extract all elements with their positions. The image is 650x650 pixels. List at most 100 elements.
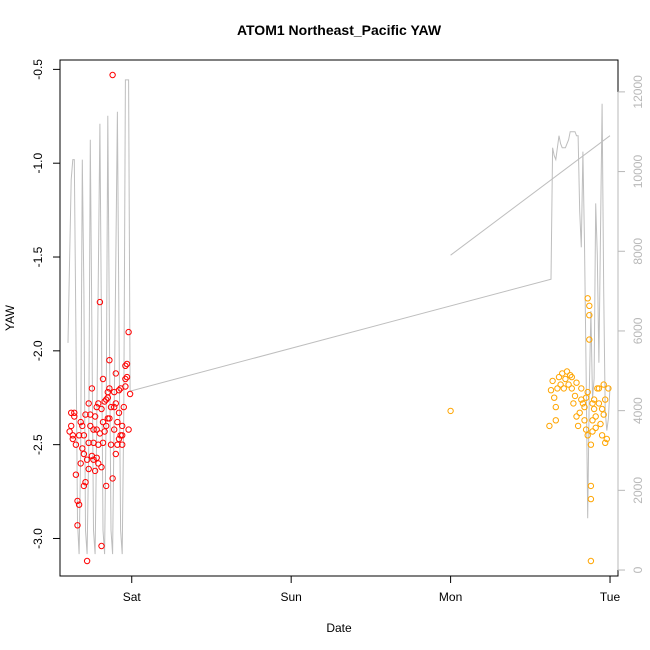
data-point-orange <box>590 396 598 403</box>
data-point-red <box>77 460 84 467</box>
data-point-orange <box>570 400 577 407</box>
data-point-red <box>115 409 123 416</box>
data-point-red <box>87 422 94 430</box>
y-tick-label: -0.5 <box>31 59 45 80</box>
data-point-red <box>109 475 116 482</box>
data-point-orange <box>586 302 593 309</box>
plot-frame <box>59 59 619 577</box>
data-point-orange <box>602 439 609 446</box>
data-point-orange <box>547 387 555 394</box>
data-point-red <box>72 471 80 478</box>
data-point-red <box>122 362 129 369</box>
data-point-orange <box>555 373 563 381</box>
data-point-orange <box>587 495 595 503</box>
y-tick-label: -1.0 <box>31 153 45 174</box>
data-point-orange <box>589 428 596 435</box>
data-point-red <box>106 415 113 422</box>
y2-tick-label: 10000 <box>631 155 645 189</box>
data-point-orange <box>584 295 591 302</box>
data-point-orange <box>578 385 585 392</box>
data-point-red <box>115 387 123 394</box>
data-point-red <box>98 542 105 550</box>
data-point-orange <box>567 372 574 379</box>
data-point-red <box>80 482 88 490</box>
x-tick-label: Sun <box>280 590 301 604</box>
data-point-orange <box>597 420 604 428</box>
data-point-orange <box>598 432 606 439</box>
x-axis-label: Date <box>326 621 352 635</box>
data-point-orange <box>587 557 595 565</box>
data-point-red <box>103 482 110 490</box>
data-point-red <box>122 375 129 383</box>
data-point-red <box>79 422 86 430</box>
data-point-red <box>101 428 108 435</box>
data-point-red <box>114 441 121 448</box>
data-point-orange <box>571 392 579 400</box>
data-point-red <box>104 388 112 396</box>
gray-line-series <box>67 79 611 555</box>
data-point-red <box>71 409 78 416</box>
data-point-red <box>69 432 77 439</box>
y2-tick-label: 6000 <box>631 317 645 344</box>
x-tick-label: Mon <box>439 590 462 604</box>
data-point-orange <box>595 400 603 407</box>
data-point-orange <box>584 432 591 439</box>
data-point-red <box>107 441 115 448</box>
data-point-red <box>106 357 113 364</box>
data-point-red <box>74 497 81 505</box>
data-point-red <box>96 298 104 306</box>
data-point-orange <box>557 381 564 388</box>
data-point-red <box>95 400 102 407</box>
data-point-red <box>69 435 77 443</box>
data-point-red <box>68 409 75 416</box>
data-point-red <box>98 405 105 413</box>
data-point-orange <box>565 381 572 388</box>
data-point-red <box>111 426 118 433</box>
data-point-red <box>93 454 100 461</box>
data-point-red <box>82 411 89 418</box>
data-point-orange <box>554 385 561 392</box>
data-point-red <box>106 385 113 392</box>
y-axis-label: YAW <box>3 304 17 331</box>
data-point-red <box>114 418 121 426</box>
data-point-red <box>99 375 107 383</box>
data-point-red <box>125 426 132 433</box>
data-point-red <box>93 426 100 433</box>
data-point-red <box>115 435 123 443</box>
data-point-orange <box>605 385 612 392</box>
y2-axis: 0 2000 4000 6000 8000 10000 12000 <box>617 75 645 573</box>
data-point-orange <box>581 403 588 411</box>
data-point-orange <box>587 441 595 448</box>
data-point-red <box>99 418 107 426</box>
data-point-red <box>126 390 134 398</box>
data-point-red <box>123 360 131 368</box>
data-point-orange <box>578 396 585 403</box>
data-point-red <box>98 464 105 471</box>
data-point-red <box>119 441 126 448</box>
data-point-red <box>88 385 96 392</box>
y2-tick-label: 4000 <box>631 397 645 424</box>
data-point-orange <box>592 424 599 431</box>
data-point-orange <box>568 373 575 381</box>
data-point-orange <box>598 405 606 413</box>
x-tick-label: Sat <box>123 590 142 604</box>
y-tick-label: -2.5 <box>31 434 45 455</box>
data-point-orange <box>549 377 556 385</box>
gray-line-segment <box>450 135 611 256</box>
data-point-red <box>80 432 88 439</box>
data-point-orange <box>563 368 571 375</box>
data-point-orange <box>581 417 588 424</box>
data-point-orange <box>574 422 582 430</box>
data-point-orange <box>595 385 603 392</box>
data-point-red <box>120 403 128 411</box>
y2-tick-label: 8000 <box>631 238 645 265</box>
x-axis: Sat Sun Mon Tue <box>123 575 620 604</box>
data-point-red <box>82 479 89 486</box>
data-point-red <box>119 422 126 430</box>
data-point-red <box>85 465 92 473</box>
data-point-red <box>103 396 110 403</box>
data-point-orange <box>576 409 583 416</box>
data-point-red <box>91 467 99 475</box>
data-point-orange <box>552 417 559 424</box>
data-point-red <box>90 426 97 433</box>
